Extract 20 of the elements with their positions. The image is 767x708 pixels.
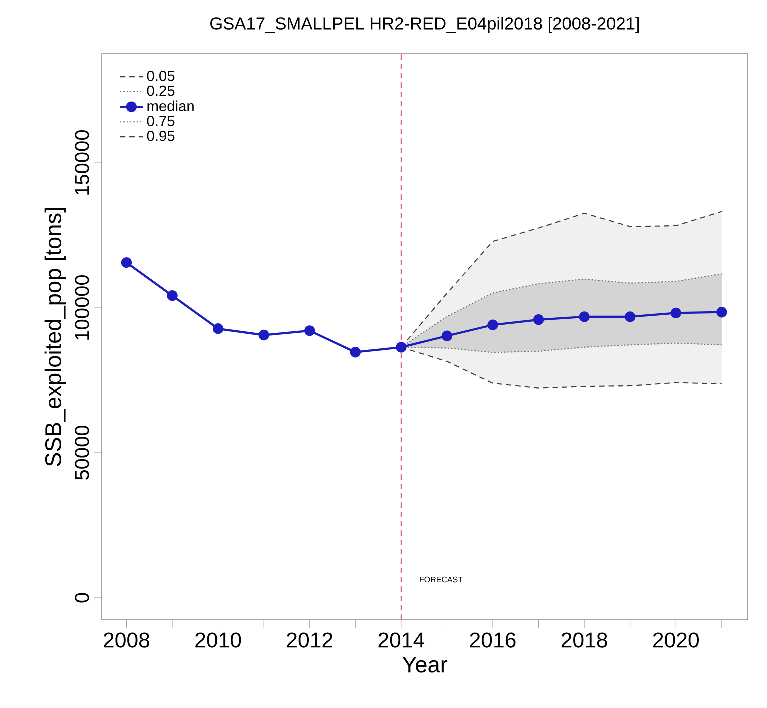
y-tick-label: 150000 bbox=[75, 130, 90, 195]
y-tick-label: 50000 bbox=[75, 426, 90, 480]
x-tick-label: 2008 bbox=[104, 632, 150, 648]
legend-label: 0.75 bbox=[147, 116, 175, 126]
x-axis-title: Year bbox=[402, 656, 448, 673]
y-tick-label: 100000 bbox=[75, 275, 90, 340]
y-tick-label: 0 bbox=[75, 593, 90, 603]
x-tick-label: 2012 bbox=[287, 632, 333, 648]
x-tick-label: 2016 bbox=[470, 632, 516, 648]
x-tick-label: 2020 bbox=[653, 632, 700, 648]
chart-title: GSA17_SMALLPEL HR2-RED_E04pil2018 [2008-2021] bbox=[210, 17, 640, 34]
legend-label: 0.05 bbox=[147, 70, 175, 82]
legend-label: median bbox=[148, 100, 194, 112]
x-tick-label: 2018 bbox=[562, 632, 608, 648]
annotation: FORECAST bbox=[420, 576, 463, 583]
y-axis-title: SSB_exploited_pop [tons] bbox=[44, 208, 66, 466]
x-tick-label: 2010 bbox=[196, 632, 242, 648]
legend-label: 0.95 bbox=[147, 130, 175, 142]
x-tick-label: 2014 bbox=[378, 632, 425, 648]
legend-label: 0.25 bbox=[147, 86, 175, 96]
